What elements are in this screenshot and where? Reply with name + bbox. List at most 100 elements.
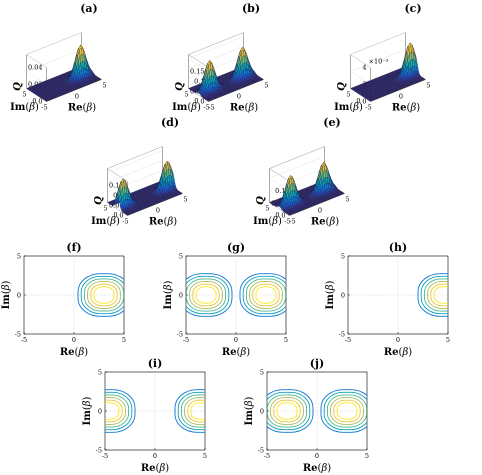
y-tick-label: 0 bbox=[98, 408, 102, 416]
y-tick-label: 5 bbox=[179, 253, 183, 261]
panel-label: (h) bbox=[389, 241, 407, 254]
x-tick-label: 0 bbox=[234, 336, 238, 344]
z-tick-label: 0.1 bbox=[194, 78, 204, 86]
y-tick-label: -5 bbox=[96, 447, 102, 455]
panel-label: (d) bbox=[161, 116, 179, 129]
x-tick-label: -5 bbox=[264, 452, 270, 460]
re-axis-label: Re(β) bbox=[392, 103, 420, 114]
y-tick-label: 5 bbox=[341, 253, 345, 261]
z-tick-label: 0.02 bbox=[28, 81, 42, 89]
box-edge bbox=[46, 79, 102, 102]
y-axis-label: Im(β) bbox=[244, 396, 255, 425]
x-axis-label: Re(β) bbox=[222, 347, 250, 358]
y-tick-label: 0 bbox=[260, 408, 264, 416]
z-gridline bbox=[188, 46, 244, 82]
y-axis-label: Im(β) bbox=[325, 280, 336, 309]
im-tick-label: -5 bbox=[203, 104, 209, 112]
panel-label: (f) bbox=[66, 241, 81, 254]
y-tick-label: -5 bbox=[15, 331, 21, 339]
x-tick-label: -5 bbox=[102, 452, 108, 460]
re-axis-label: Re(β) bbox=[230, 103, 258, 114]
y-tick-label: -5 bbox=[177, 331, 183, 339]
re-tick-label: 0 bbox=[237, 93, 241, 101]
im-axis-label: Im(β) bbox=[334, 102, 363, 113]
z-tick-label: 0.15 bbox=[190, 68, 204, 76]
re-tick-label: 5 bbox=[426, 82, 430, 90]
im-axis-label: Im(β) bbox=[91, 216, 120, 227]
re-axis-label: Re(β) bbox=[68, 103, 96, 114]
y-axis-label: Im(β) bbox=[82, 396, 93, 425]
x-tick-label: 0 bbox=[315, 452, 319, 460]
q-axis-label: Q bbox=[13, 82, 24, 91]
x-tick-label: 5 bbox=[284, 336, 288, 344]
box-edge bbox=[269, 146, 325, 169]
y-tick-label: 5 bbox=[260, 369, 264, 377]
re-tick-label: 0 bbox=[75, 93, 79, 101]
box-edge bbox=[107, 146, 163, 169]
im-tick-label: -5 bbox=[284, 218, 290, 226]
y-tick-label: 5 bbox=[98, 369, 102, 377]
y-tick-label: 0 bbox=[179, 292, 183, 300]
im-tick-label: -5 bbox=[122, 218, 128, 226]
z-tick-label: 0 bbox=[200, 98, 204, 106]
im-axis-label: Im(β) bbox=[172, 102, 201, 113]
x-tick-label: 5 bbox=[446, 336, 450, 344]
re-tick-label: 5 bbox=[183, 196, 187, 204]
im-tick-label: -5 bbox=[41, 104, 47, 112]
panel-label: (c) bbox=[404, 2, 421, 15]
x-tick-label: -5 bbox=[21, 336, 27, 344]
z-tick-label: 0.04 bbox=[28, 64, 42, 72]
re-tick-label: 5 bbox=[345, 196, 349, 204]
re-axis-label: Re(β) bbox=[149, 217, 177, 228]
im-tick-label: 0 bbox=[32, 97, 36, 105]
im-axis-label: Im(β) bbox=[253, 216, 282, 227]
re-tick-label: 0 bbox=[318, 207, 322, 215]
z-multiplier-label: ×10⁻³ bbox=[369, 58, 389, 66]
box-edge bbox=[107, 168, 128, 182]
y-tick-label: 5 bbox=[17, 253, 21, 261]
y-tick-label: -5 bbox=[258, 447, 264, 455]
q-axis-label: Q bbox=[94, 196, 105, 205]
y-axis-label: Im(β) bbox=[1, 280, 12, 309]
contour-panel-g: -5 0 5 -5 0 5 Re(β) Im(β) (g) bbox=[163, 241, 288, 358]
x-axis-label: Re(β) bbox=[60, 347, 88, 358]
panel-label: (g) bbox=[227, 241, 245, 254]
panel-label: (e) bbox=[323, 116, 340, 129]
q-axis-label: Q bbox=[175, 82, 186, 91]
x-tick-label: 0 bbox=[72, 336, 76, 344]
y-tick-label: 0 bbox=[341, 292, 345, 300]
x-tick-label: 5 bbox=[203, 452, 207, 460]
x-tick-label: 5 bbox=[122, 336, 126, 344]
im-axis-label: Im(β) bbox=[10, 102, 39, 113]
panel-label: (i) bbox=[148, 357, 163, 370]
z-gridline bbox=[26, 49, 82, 85]
im-tick-label: 5 bbox=[22, 91, 26, 99]
re-tick-label: 5 bbox=[102, 82, 106, 90]
box-edge bbox=[188, 54, 209, 68]
z-gridline bbox=[188, 36, 244, 72]
re-tick-label: 5 bbox=[264, 82, 268, 90]
y-axis-label: Im(β) bbox=[163, 280, 174, 309]
z-gridline bbox=[107, 150, 163, 186]
q-axis-label: Q bbox=[256, 196, 267, 205]
x-axis-label: Re(β) bbox=[141, 463, 169, 474]
x-tick-label: 0 bbox=[396, 336, 400, 344]
panel-label: (a) bbox=[80, 2, 98, 15]
x-axis-label: Re(β) bbox=[303, 463, 331, 474]
x-tick-label: -5 bbox=[183, 336, 189, 344]
im-tick-label: -5 bbox=[365, 104, 371, 112]
panel-label: (j) bbox=[310, 357, 324, 370]
box-edge bbox=[188, 32, 244, 55]
q-axis-label: Q bbox=[337, 82, 348, 91]
box-edge bbox=[81, 66, 102, 80]
x-axis-label: Re(β) bbox=[384, 347, 412, 358]
